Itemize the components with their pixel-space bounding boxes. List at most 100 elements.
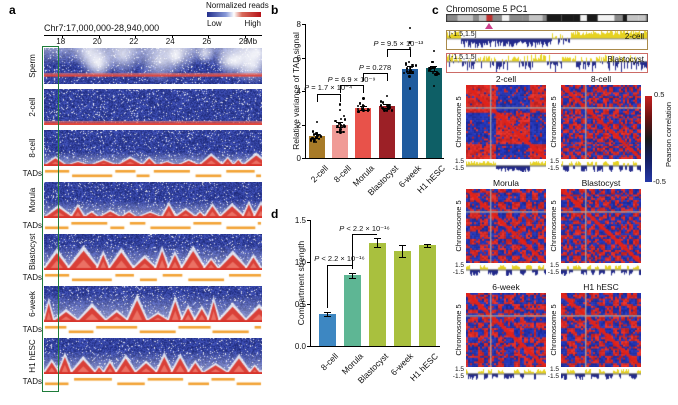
data-point-dot <box>318 134 322 137</box>
panel-b-letter: b <box>271 3 279 17</box>
data-point-dot <box>339 130 342 134</box>
tads-label: TADs <box>22 169 42 178</box>
error-bar-cap-top <box>323 312 331 314</box>
panel-a-axis-tick-label: 28 <box>238 37 248 46</box>
mini-pc1-track-Blastocyst <box>561 265 641 276</box>
pc1-track-box-2-cell: [-1.5,1.5] 2-cell <box>446 30 648 50</box>
data-point-dot <box>414 64 418 67</box>
colorbar-a-low: Low <box>207 19 222 28</box>
ylabel-panel_d: Compartment strength <box>296 240 306 326</box>
error-bar-line <box>352 272 353 278</box>
data-point-dot <box>390 109 394 112</box>
y-tick-label: 1.5 <box>294 216 306 225</box>
data-point-dot <box>387 105 390 108</box>
corr-ylabel: Chromosome 5 <box>549 304 558 356</box>
x-axis-line <box>310 346 440 347</box>
hic-heatmap-H1 hESC <box>44 338 262 374</box>
correlation-heatmap-H1 hESC <box>561 293 641 367</box>
corr-title-8-cell: 8-cell <box>590 74 612 84</box>
corr-ylabel: Chromosome 5 <box>454 200 463 252</box>
data-point-dot <box>436 72 439 75</box>
data-point-dot <box>409 26 412 30</box>
y-tickmark <box>302 124 305 126</box>
panel-a-axis-tickmark <box>62 35 64 38</box>
data-point-dot <box>358 102 362 105</box>
mini-range-top: 1.5 <box>454 366 464 373</box>
data-point-dot <box>408 70 411 74</box>
data-point-dot <box>362 97 365 100</box>
corr-title-Morula: Morula <box>493 178 519 188</box>
sig-bracket-line <box>352 234 377 236</box>
data-point-dot <box>432 84 435 88</box>
data-point-dot <box>338 103 342 106</box>
tads-track-6-week <box>44 325 262 334</box>
error-bar-line <box>363 105 365 110</box>
mini-pc1-track-8-cell <box>561 161 641 172</box>
data-point-dot <box>406 70 409 73</box>
colorbar-a-high: High <box>244 19 261 28</box>
error-bar-line <box>327 312 328 316</box>
y-tick-label: 6 <box>296 53 301 63</box>
data-point-dot <box>387 107 390 111</box>
mini-range-bottom: -1.5 <box>452 373 464 380</box>
row-label-Sperm: Sperm <box>28 54 37 78</box>
corr-ylabel: Chromosome 5 <box>454 96 463 148</box>
data-point-dot <box>317 137 320 141</box>
hic-heatmap-Morula <box>44 182 262 218</box>
row-label-Blastocyst: Blastocyst <box>28 233 37 270</box>
mini-range-top: 1.5 <box>549 158 559 165</box>
panel-a-axis-tickmark <box>208 35 210 38</box>
y-tick-label: 8 <box>296 20 301 29</box>
error-bar-cap-bottom <box>373 246 381 248</box>
data-point-dot <box>357 110 360 113</box>
data-point-dot <box>434 73 437 76</box>
error-bar-cap-top <box>406 65 414 67</box>
correlation-heatmap-2-cell <box>466 85 546 159</box>
data-point-dot <box>411 63 414 67</box>
data-point-dot <box>409 87 412 90</box>
sig-p-value: P < 2.2 × 10⁻¹⁶ <box>314 254 365 264</box>
data-point-dot <box>336 124 339 128</box>
data-point-dot <box>361 104 365 107</box>
panel-a-axis-tickmark <box>244 35 246 38</box>
sig-bracket-line <box>316 93 340 95</box>
sig-bracket-leg <box>339 85 341 94</box>
panel-a-region-title: Chr7:17,000,000-28,940,000 <box>44 23 160 33</box>
data-point-dot <box>338 129 341 132</box>
pc1-track-Blastocyst <box>447 54 647 72</box>
data-point-dot <box>405 67 409 70</box>
correlation-heatmap-6-week <box>466 293 546 367</box>
y-tick-label: 2 <box>296 120 301 130</box>
mini-range-top: 1.5 <box>549 366 559 373</box>
mini-range-top: 1.5 <box>454 262 464 269</box>
data-point-dot <box>312 140 315 143</box>
panel-c-title: Chromosome 5 PC1 <box>446 4 528 14</box>
panel-a-axis-tickmark <box>171 35 173 38</box>
data-point-dot <box>356 107 360 111</box>
y-tick-label: 1.0 <box>294 258 306 267</box>
error-bar-cap-top <box>398 245 406 247</box>
sig-bracket-line <box>339 85 364 87</box>
y-tickmark <box>307 220 310 221</box>
sig-bracket-line <box>327 264 352 266</box>
data-point-dot <box>409 41 412 44</box>
correlation-heatmap-Blastocyst <box>561 189 641 263</box>
row-label-8-cell: 8-cell <box>28 138 37 158</box>
pc1-track-2-cell <box>447 31 647 49</box>
correlation-heatmap-8-cell <box>561 85 641 159</box>
tads-track-H1 hESC <box>44 377 262 386</box>
data-point-dot <box>338 109 342 112</box>
sig-p-value: P < 2.2 × 10⁻¹⁶ <box>339 223 390 233</box>
data-point-dot <box>429 67 432 70</box>
error-bar-cap-top <box>373 238 381 240</box>
data-point-dot <box>410 65 414 69</box>
error-bar-cap-bottom <box>430 70 437 72</box>
x-axis-line <box>305 158 444 159</box>
mini-pc1-track-6-week <box>466 369 546 380</box>
data-point-dot <box>435 70 438 74</box>
y-axis-line <box>305 24 306 158</box>
hic-heatmap-Sperm <box>44 48 262 84</box>
sig-bracket-leg <box>327 264 328 309</box>
error-bar-cap-bottom <box>423 246 431 248</box>
panel-a-axis-tickmark <box>135 35 137 38</box>
